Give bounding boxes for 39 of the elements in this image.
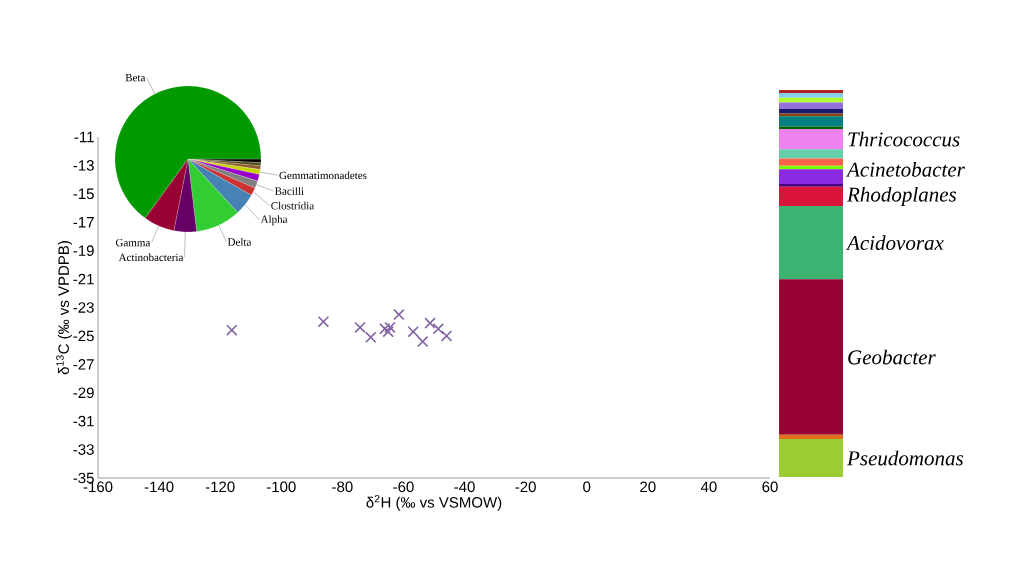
series-label: Thricococcus [848, 131, 960, 147]
series-label: Acinetobacter [845, 161, 965, 177]
x-tick-label: 40 [700, 481, 717, 493]
slice-label: Gamma [115, 238, 151, 247]
y-tick-label: -19 [73, 245, 94, 256]
y-tick-label: -11 [74, 131, 94, 143]
x-tick-label: -140 [144, 481, 174, 493]
series-label: Rhodoplanes [846, 186, 957, 206]
slice-label: Beta [125, 74, 146, 82]
y-tick-label: -15 [73, 188, 94, 200]
slice-label: Clostridia [271, 201, 315, 210]
series-label: Acidovorax [845, 235, 944, 251]
x-tick-label: 60 [762, 481, 778, 493]
x-tick-label: -60 [393, 481, 414, 493]
x-tick-label: -40 [454, 481, 475, 493]
slice-label: Actinobacteria [118, 253, 184, 262]
x-tick-label: -120 [205, 481, 235, 493]
y-axis-title: δ$^{13}$C (‰ vs VPDPB) [56, 241, 72, 375]
y-tick-label: -29 [73, 387, 94, 399]
series-label: Geobacter [848, 349, 936, 365]
slice-label: Bacilli [274, 187, 304, 195]
x-tick-label: -100 [266, 481, 296, 493]
x-tick-label: 20 [640, 481, 656, 493]
y-tick-label: -23 [73, 302, 94, 313]
y-tick-label: -17 [73, 217, 94, 228]
x-axis-title: δ$^{2}$H (‰ vs VSMOW) [366, 495, 502, 511]
x-tick-label: -80 [332, 481, 353, 493]
slice-label: Gemmatimonadetes [279, 171, 367, 180]
slice-label: Alpha [260, 215, 288, 226]
y-tick-label: -13 [73, 160, 94, 171]
x-tick-label: 0 [583, 481, 591, 493]
y-tick-label: -21 [73, 273, 94, 285]
y-tick-label: -25 [73, 330, 94, 342]
slice-label: Delta [227, 237, 252, 246]
x-tick-label: -20 [515, 481, 536, 493]
y-tick-label: -33 [73, 444, 94, 455]
y-tick-label: -31 [73, 415, 94, 427]
y-tick-label: -27 [73, 359, 94, 370]
series-label: Pseudomonas [846, 450, 964, 466]
